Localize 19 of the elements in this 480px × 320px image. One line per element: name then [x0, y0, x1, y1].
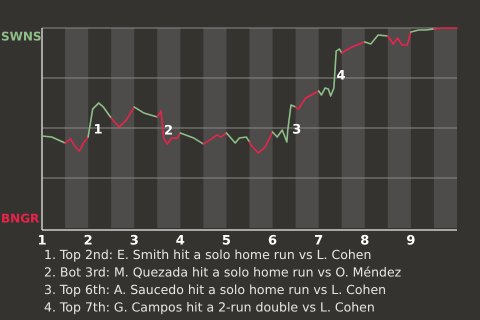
text: BNGR — [1, 211, 40, 226]
x-tick-label: 5 — [222, 234, 231, 249]
x-tick-label: 1 — [37, 234, 47, 249]
x-tick-label: 7 — [314, 234, 324, 249]
text: 2. Bot 3rd: M. Quezada hit a solo home run vs O. Méndez — [44, 264, 402, 280]
x-tick-label: 3 — [130, 234, 139, 249]
annotation: 2 — [164, 124, 174, 139]
annotation: 3 — [292, 122, 302, 138]
text: SWNS — [1, 29, 42, 44]
x-tick-label: 4 — [176, 234, 185, 249]
x-tick-label: 2 — [84, 234, 93, 249]
x-tick-label: 8 — [360, 234, 370, 249]
annotation: 4 — [336, 68, 346, 84]
annotation: 1 — [94, 122, 103, 138]
x-tick-label: 6 — [268, 234, 278, 249]
x-tick-label: 9 — [406, 234, 416, 249]
text: 1. Top 2nd: E. Smith hit a solo home run vs L. Cohen — [44, 247, 372, 262]
text: 4. Top 7th: G. Campos hit a 2-run double vs L. Cohen — [44, 300, 375, 314]
text: 3. Top 6th: A. Saucedo hit a solo home run vs L. Cohen — [44, 282, 386, 297]
